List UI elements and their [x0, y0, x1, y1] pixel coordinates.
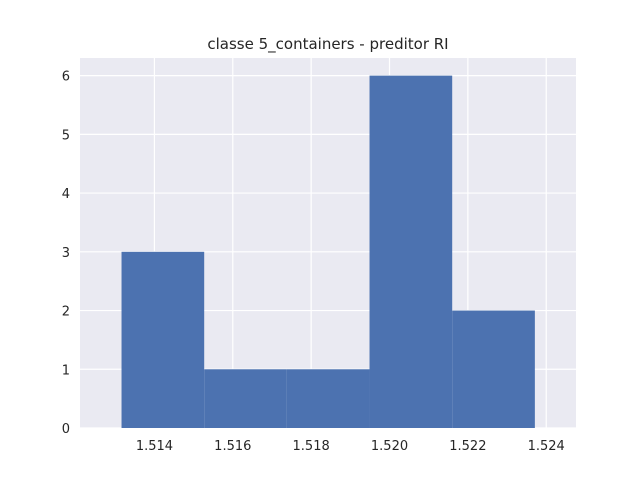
histogram-bars — [121, 75, 535, 428]
histogram-bar — [286, 369, 370, 428]
y-tick-label: 5 — [62, 128, 70, 143]
y-tick-label: 3 — [62, 246, 70, 261]
histogram-bar — [121, 251, 205, 428]
y-axis-ticks: 0 1 2 3 4 5 6 — [62, 70, 70, 437]
y-tick-label: 6 — [62, 70, 70, 85]
chart-title: classe 5_containers - preditor RI — [207, 35, 448, 54]
x-axis-ticks: 1.514 1.516 1.518 1.520 1.522 1.524 — [136, 439, 565, 454]
x-tick-label: 1.516 — [214, 439, 251, 454]
x-tick-label: 1.522 — [449, 439, 486, 454]
x-tick-label: 1.514 — [136, 439, 173, 454]
histogram-bar — [452, 310, 535, 428]
x-tick-label: 1.520 — [371, 439, 408, 454]
y-tick-label: 2 — [62, 305, 70, 320]
histogram-bar — [369, 75, 453, 428]
x-tick-label: 1.518 — [293, 439, 330, 454]
y-tick-label: 4 — [62, 187, 70, 202]
histogram-bar — [204, 369, 287, 428]
y-tick-label: 0 — [62, 422, 70, 437]
x-tick-label: 1.524 — [528, 439, 565, 454]
y-tick-label: 1 — [62, 363, 70, 378]
